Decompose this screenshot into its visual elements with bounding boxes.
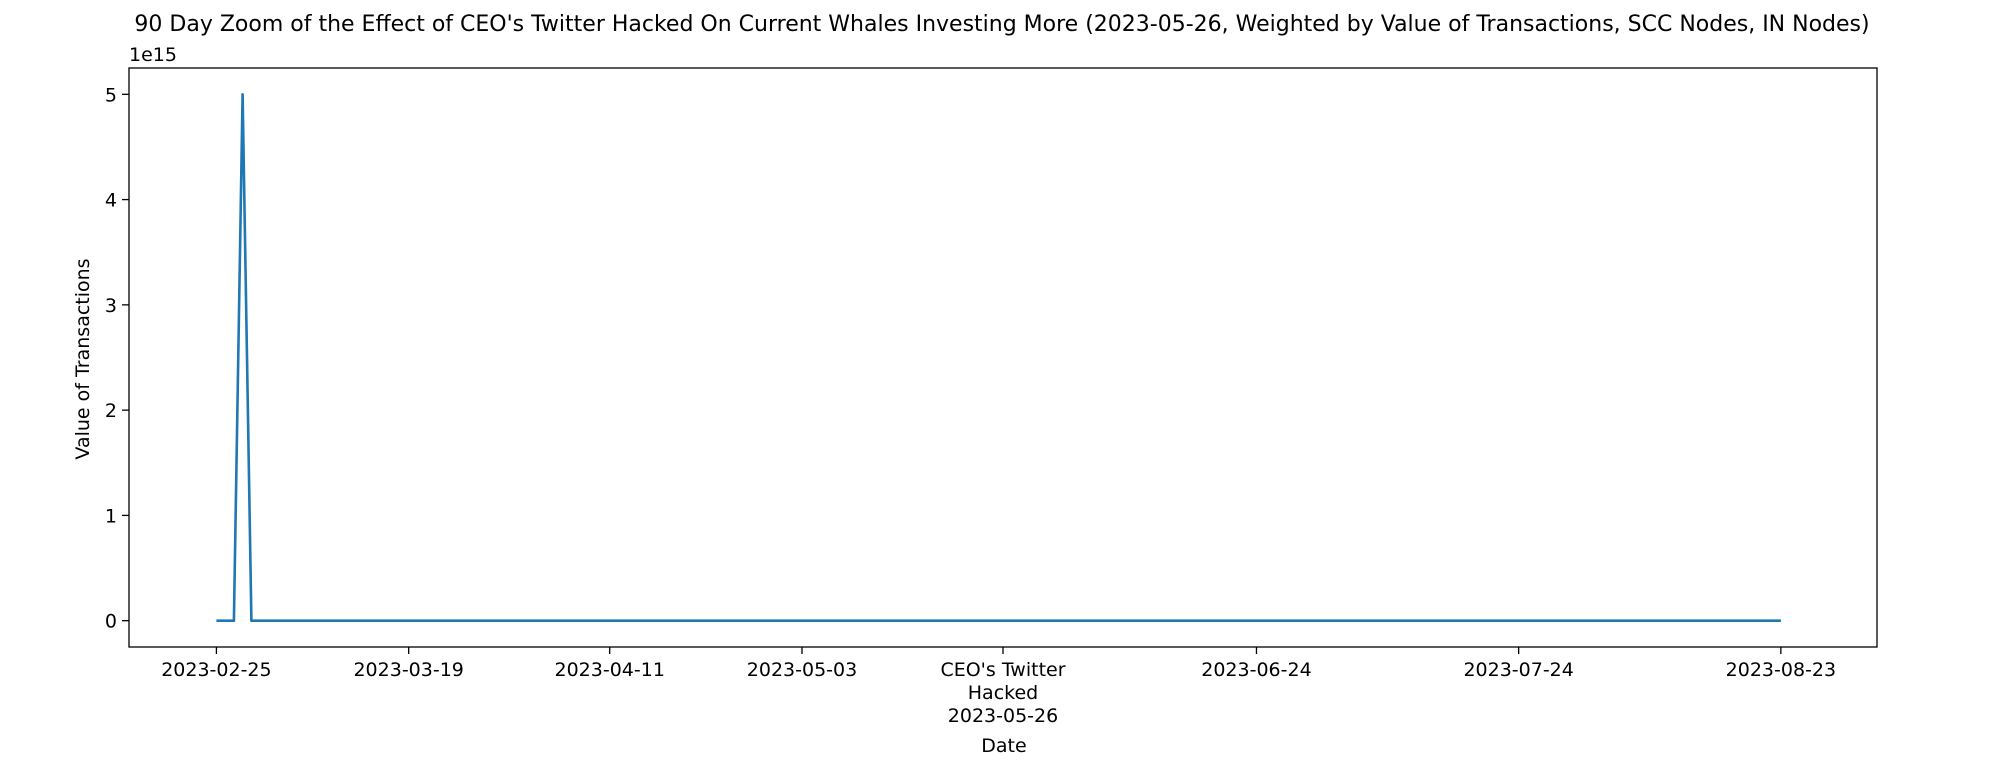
y-tick-label: 0 [105,611,117,633]
x-tick-label: CEO's Twitter [940,659,1065,681]
plot-area-frame [128,67,1878,648]
x-tick-label: 2023-05-26 [948,705,1058,727]
y-axis-offset-label: 1e15 [129,44,177,66]
x-tick-label: 2023-06-24 [1201,659,1311,681]
x-axis-ticks: 2023-02-25 2023-03-19 2023-04-11 2023-05-03… [161,647,1836,727]
y-tick-label: 5 [105,84,117,106]
x-axis-label: Date [981,735,1026,757]
x-tick-label: 2023-07-24 [1463,659,1573,681]
series-layer [216,93,1781,623]
y-tick-label: 3 [105,295,117,317]
x-tick-label: 2023-08-23 [1726,659,1836,681]
x-tick-label: 2023-02-25 [161,659,271,681]
x-tick-label: 2023-04-11 [554,659,664,681]
series-line [216,93,1781,623]
y-tick-label: 1 [105,505,117,527]
y-axis-label: Value of Transactions [72,258,94,459]
chart-title: 90 Day Zoom of the Effect of CEO's Twitt… [134,12,1869,37]
x-tick-label: Hacked [968,682,1038,704]
x-tick-label: 2023-03-19 [353,659,463,681]
y-axis-ticks: 0 1 2 3 4 5 [105,84,129,633]
y-tick-label: 4 [105,190,117,212]
y-tick-label: 2 [105,400,117,422]
x-tick-label: 2023-05-03 [747,659,857,681]
